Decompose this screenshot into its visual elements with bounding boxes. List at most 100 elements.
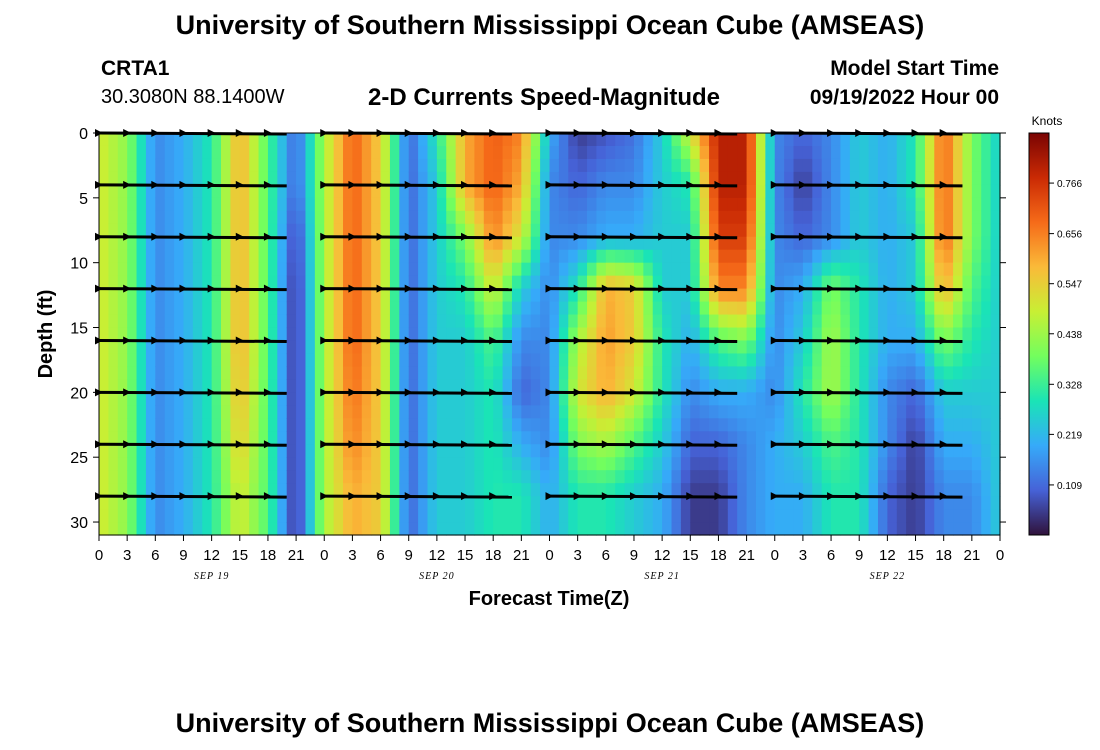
heatmap-cell — [230, 184, 241, 199]
heatmap-cell — [887, 301, 898, 316]
heatmap-cell — [662, 288, 673, 303]
heatmap-cell — [737, 353, 748, 368]
heatmap-cell — [896, 262, 907, 277]
heatmap-cell — [568, 288, 579, 303]
heatmap-cell — [258, 366, 269, 380]
heatmap-cell — [633, 327, 644, 342]
heatmap-cell — [408, 366, 419, 380]
heatmap-cell — [924, 133, 935, 147]
heatmap-cell — [953, 171, 964, 186]
heatmap-cell — [784, 275, 795, 290]
heatmap-cell — [343, 509, 354, 523]
heatmap-cell — [502, 301, 513, 316]
heatmap-cell — [521, 275, 532, 290]
vector-arrow — [883, 440, 892, 449]
heatmap-cell — [840, 444, 851, 458]
heatmap-cell — [587, 184, 598, 199]
heatmap-cell — [671, 327, 682, 342]
heatmap-cell — [493, 340, 504, 355]
heatmap-cell — [343, 197, 354, 212]
heatmap-cell — [305, 444, 316, 458]
heatmap-cell — [662, 301, 673, 316]
heatmap-cell — [145, 236, 156, 251]
heatmap-cell — [465, 133, 476, 147]
heatmap-cell — [380, 301, 391, 316]
heatmap-cell — [211, 301, 222, 316]
heatmap-cell — [690, 392, 701, 406]
heatmap-cell — [568, 418, 579, 432]
heatmap-cell — [737, 262, 748, 277]
vector-arrow — [827, 284, 836, 293]
heatmap-cell — [455, 288, 466, 303]
heatmap-cell — [746, 288, 757, 303]
heatmap-cell — [380, 418, 391, 432]
heatmap-cell — [793, 158, 804, 173]
heatmap-cell — [943, 223, 954, 238]
y-tick-label: 10 — [70, 256, 88, 273]
heatmap-cell — [361, 275, 372, 290]
heatmap-cell — [662, 223, 673, 238]
heatmap-cell — [540, 249, 551, 264]
heatmap-cell — [296, 457, 307, 471]
x-tick-label: 18 — [710, 547, 727, 564]
heatmap-cell — [558, 133, 569, 147]
heatmap-cell — [774, 184, 785, 199]
heatmap-cell — [267, 223, 278, 238]
heatmap-cell — [990, 171, 1001, 186]
heatmap-cell — [202, 145, 213, 160]
heatmap-cell — [915, 171, 926, 186]
heatmap-cell — [690, 249, 701, 264]
heatmap-cell — [493, 210, 504, 225]
heatmap-cell — [765, 210, 776, 225]
heatmap-cell — [662, 314, 673, 329]
heatmap-cell — [981, 418, 992, 432]
heatmap-cell — [840, 275, 851, 290]
heatmap-cell — [633, 366, 644, 380]
heatmap-cell — [296, 483, 307, 497]
vector-arrow — [798, 232, 807, 241]
heatmap-cell — [840, 171, 851, 186]
heatmap-cell — [361, 314, 372, 329]
heatmap-cell — [286, 262, 297, 277]
heatmap-cell — [784, 314, 795, 329]
heatmap-cell — [202, 184, 213, 199]
heatmap-cell — [239, 509, 250, 523]
heatmap-cell — [446, 444, 457, 458]
heatmap-cell — [812, 197, 823, 212]
heatmap-cell — [483, 327, 494, 342]
heatmap-cell — [436, 496, 447, 510]
heatmap-cell — [690, 223, 701, 238]
x-tick-label: 12 — [203, 547, 220, 564]
heatmap-cell — [549, 236, 560, 251]
heatmap-cell — [802, 133, 813, 147]
heatmap-cell — [427, 470, 438, 484]
heatmap-cell — [408, 392, 419, 406]
heatmap-cell — [680, 158, 691, 173]
heatmap-cell — [521, 262, 532, 277]
heatmap-cell — [277, 353, 288, 368]
heatmap-cell — [549, 249, 560, 264]
heatmap-cell — [587, 158, 598, 173]
heatmap-cell — [596, 184, 607, 199]
heatmap-cell — [164, 301, 175, 316]
heatmap-cell — [436, 210, 447, 225]
heatmap-cell — [596, 457, 607, 471]
heatmap-cell — [596, 210, 607, 225]
heatmap-cell — [436, 197, 447, 212]
heatmap-cell — [483, 184, 494, 199]
heatmap-cell — [821, 340, 832, 355]
heatmap-cell — [812, 249, 823, 264]
heatmap-cell — [258, 457, 269, 471]
heatmap-cell — [117, 392, 128, 406]
heatmap-cell — [465, 366, 476, 380]
heatmap-cell — [765, 366, 776, 380]
heatmap-cell — [352, 353, 363, 368]
heatmap-cell — [361, 366, 372, 380]
heatmap-cell — [690, 444, 701, 458]
heatmap-cell — [662, 171, 673, 186]
heatmap-cell — [981, 223, 992, 238]
chart-subtitle: 2-D Currents Speed-Magnitude — [368, 84, 721, 111]
heatmap-cell — [690, 418, 701, 432]
heatmap-cell — [812, 444, 823, 458]
heatmap-cell — [418, 444, 429, 458]
